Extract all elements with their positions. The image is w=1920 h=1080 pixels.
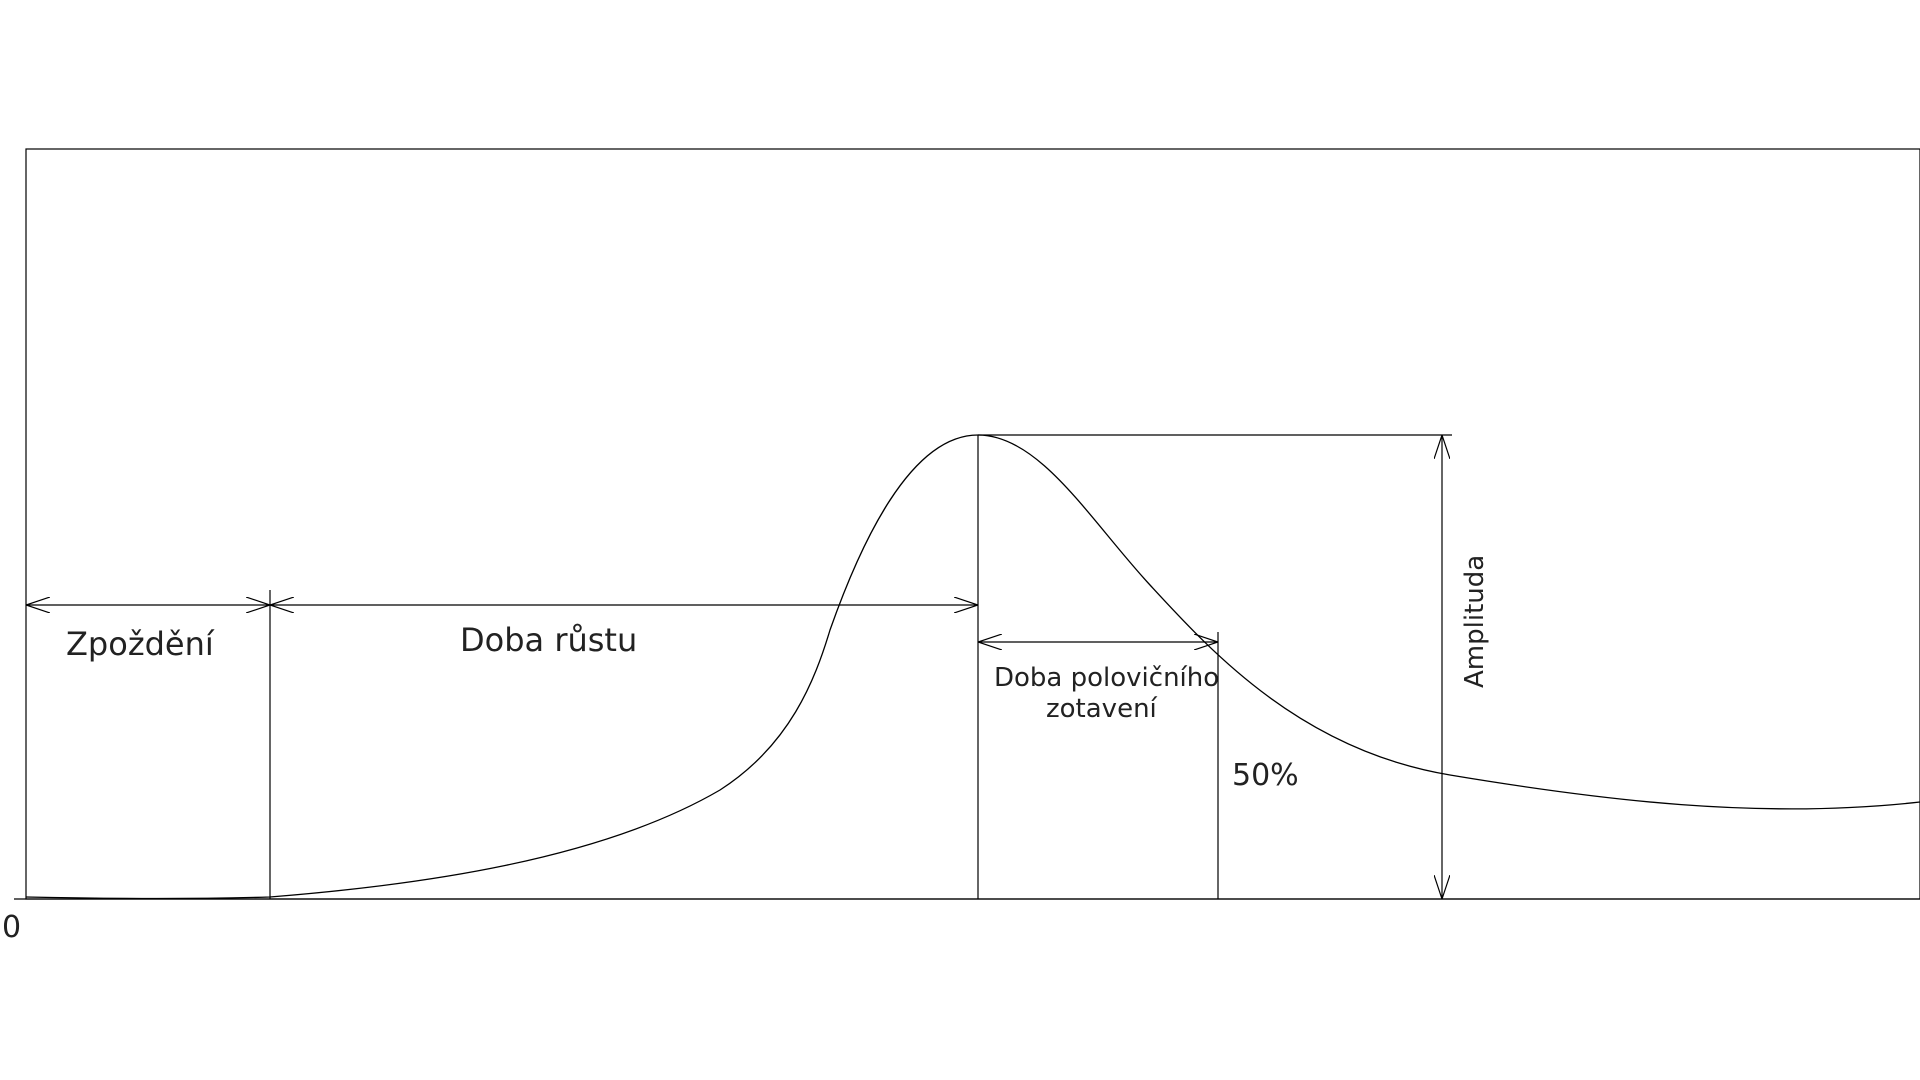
plot-frame xyxy=(25,148,1920,900)
half-recovery-label-line1: Doba polovičního xyxy=(994,663,1219,693)
fifty-percent-label: 50% xyxy=(1232,758,1299,793)
amplitude-label: Amplituda xyxy=(1460,555,1490,688)
rise-time-label: Doba růstu xyxy=(460,621,637,659)
origin-label: 0 xyxy=(2,910,21,945)
response-curve xyxy=(25,434,1920,900)
delay-label: Zpoždění xyxy=(66,625,215,663)
half-recovery-label-line2: zotavení xyxy=(1046,694,1158,724)
